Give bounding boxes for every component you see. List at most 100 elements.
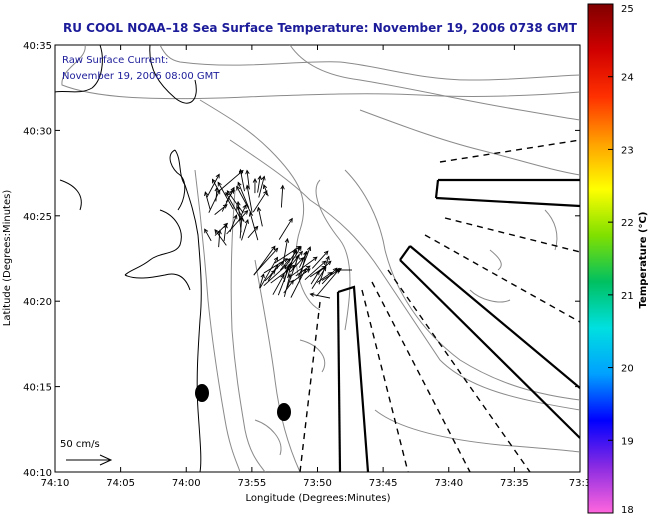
- current-vector-head: [335, 267, 340, 273]
- coastline: [55, 45, 202, 472]
- current-vector-head: [222, 204, 228, 209]
- current-vector-head: [253, 225, 259, 231]
- current-vector: [236, 186, 253, 215]
- current-vector-head: [263, 190, 268, 196]
- current-vector: [257, 207, 263, 227]
- current-vector-head: [283, 258, 289, 263]
- current-vector-head: [278, 261, 284, 266]
- current-vector-head: [309, 292, 315, 297]
- inset-line-1: Raw Surface Current:: [62, 55, 168, 66]
- scale-arrow: [66, 454, 113, 466]
- x-tick-label: 73:50: [303, 478, 332, 489]
- current-vector: [310, 271, 320, 285]
- current-vector-head: [306, 246, 312, 252]
- current-vector-head: [298, 250, 303, 256]
- current-vector: [321, 267, 337, 285]
- current-vector: [247, 226, 259, 239]
- current-vector: [311, 250, 329, 269]
- map-frame: [54, 44, 581, 473]
- current-vector: [239, 169, 245, 192]
- current-vector: [304, 260, 326, 281]
- current-vector-head: [244, 218, 249, 224]
- current-vector: [280, 185, 284, 208]
- current-vector: [249, 212, 259, 241]
- current-vector-head: [303, 250, 308, 256]
- current-vector: [204, 228, 212, 242]
- current-vector-head: [245, 169, 250, 175]
- x-axis-label: Longitude (Degrees:Minutes): [245, 493, 390, 504]
- current-vector-head: [204, 228, 209, 234]
- current-vector-head: [226, 190, 232, 195]
- current-vector: [316, 272, 332, 283]
- current-vector-head: [288, 217, 293, 223]
- current-vector: [289, 257, 304, 273]
- current-vector: [263, 265, 287, 287]
- colorbar-tick-label: 24: [621, 73, 634, 84]
- current-vector: [284, 250, 298, 268]
- current-vector: [237, 182, 250, 208]
- current-vector-head: [315, 270, 320, 276]
- current-vector-head: [325, 255, 330, 261]
- y-tick-label: 40:35: [23, 41, 52, 52]
- current-vector-head: [284, 237, 290, 243]
- x-tick-label: 74:00: [172, 478, 201, 489]
- colorbar-label: Temperature (°C): [638, 212, 649, 309]
- current-vector-head: [290, 264, 296, 270]
- current-vector: [283, 274, 291, 297]
- x-tick-label: 73:55: [237, 478, 266, 489]
- current-vector-head: [273, 256, 278, 262]
- current-vector: [277, 263, 292, 296]
- current-vector: [217, 182, 234, 210]
- current-vector: [237, 201, 242, 233]
- current-vector: [289, 256, 318, 278]
- current-vector: [298, 246, 311, 277]
- y-axis-ticks: 40:35 40:30 40:25 40:20 40:15 40:10: [23, 41, 580, 479]
- x-axis-ticks: 74:10 74:05 74:00 73:55 73:50 73:45 73:40 73:35…: [41, 45, 591, 489]
- current-vector: [226, 190, 244, 214]
- current-vector-head: [321, 260, 327, 266]
- current-vector: [218, 230, 221, 248]
- current-vector: [218, 170, 244, 192]
- current-vector-head: [237, 181, 242, 187]
- y-tick-label: 40:25: [23, 212, 52, 223]
- x-tick-label: 73:35: [500, 478, 529, 489]
- x-tick-label: 74:10: [41, 478, 70, 489]
- current-vector-head: [292, 249, 298, 255]
- current-vector-head: [238, 168, 244, 174]
- current-vector-head: [312, 256, 318, 261]
- colorbar-tick-label: 23: [621, 145, 634, 156]
- current-vector: [311, 266, 327, 289]
- current-vector: [246, 185, 253, 213]
- current-vector-head: [217, 181, 222, 187]
- current-vector-head: [287, 262, 292, 268]
- current-vector: [259, 274, 265, 289]
- current-vector-head: [248, 211, 254, 217]
- y-tick-label: 40:15: [23, 383, 52, 394]
- current-vector-head: [252, 178, 258, 183]
- current-vector: [259, 257, 278, 289]
- current-vector: [267, 264, 279, 282]
- current-vector-head: [299, 257, 304, 262]
- current-vector-field: [204, 168, 352, 299]
- colorbar-tick-label: 19: [621, 436, 634, 447]
- current-vector: [225, 192, 241, 219]
- current-vector: [246, 170, 250, 190]
- current-vector-head: [236, 185, 241, 191]
- scale-label: 50 cm/s: [60, 439, 100, 450]
- current-vector: [221, 187, 235, 212]
- current-vector: [280, 258, 291, 271]
- colorbar-tick-label: 21: [621, 291, 634, 302]
- radar-site-marker: [195, 384, 209, 402]
- current-vector-head: [211, 178, 217, 184]
- current-vector-head: [242, 204, 247, 210]
- map-title: RU COOL NOAA–18 Sea Surface Temperature:…: [63, 21, 578, 35]
- current-vector: [208, 190, 221, 213]
- colorbar-tick-label: 25: [621, 4, 634, 15]
- current-vector: [241, 219, 249, 241]
- current-vector: [295, 265, 311, 277]
- current-vector: [252, 190, 268, 213]
- current-vector: [270, 264, 295, 284]
- current-vector: [282, 238, 288, 265]
- current-vector-head: [323, 250, 329, 256]
